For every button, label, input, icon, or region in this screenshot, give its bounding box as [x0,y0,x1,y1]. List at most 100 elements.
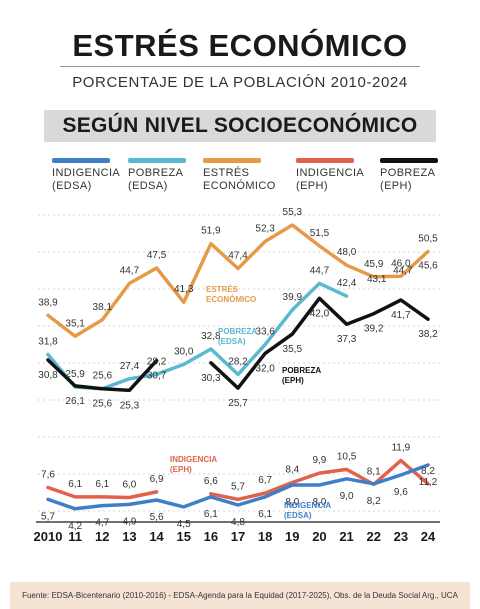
data-label: 51,5 [310,228,330,239]
x-tick-label: 19 [285,529,299,544]
data-label: 41,3 [174,284,194,295]
section-banner: SEGÚN NIVEL SOCIOECONÓMICO [44,110,436,142]
data-label: 42,4 [337,278,357,289]
x-tick-label: 17 [231,529,245,544]
x-tick-label: 11 [68,529,82,544]
footer: Fuente: EDSA-Bicentenario (2010-2016) - … [10,582,470,609]
data-label: 52,3 [255,224,275,235]
data-label: 44,7 [120,265,140,276]
legend-label: INDIGENCIA (EPH) [296,167,365,192]
data-label: 6,1 [95,479,109,490]
data-label: 32,0 [255,363,275,374]
series-line [46,485,159,500]
data-label: 11,2 [419,477,438,488]
series-line [209,458,430,502]
series-annotation: ECONÓMICO [206,295,256,304]
series-annotation: (EPH) [282,376,304,385]
x-tick-label: 15 [176,529,190,544]
data-label: 6,1 [258,509,272,520]
data-label: 38,1 [93,302,113,313]
x-tick-label: 21 [339,529,353,544]
data-label: 25,6 [93,371,113,382]
series-annotation: INDIGENCIA [170,455,217,464]
data-label: 6,1 [68,479,82,490]
series-annotation: (EPH) [170,465,192,474]
legend-label: POBREZA (EDSA) [128,167,184,192]
series-line [209,296,430,390]
legend-swatch [296,158,354,163]
data-label: 8,0 [285,497,299,508]
x-tick-label: 14 [149,529,164,544]
data-label: 42,0 [310,308,330,319]
data-label: 8,1 [367,466,381,477]
data-label: 46,0 [391,258,411,269]
series-line [46,463,430,511]
data-label: 32,8 [201,331,221,342]
title-divider [60,66,420,67]
data-label: 4,2 [68,521,82,532]
legend-swatch [203,158,261,163]
data-label: 30,0 [174,346,194,357]
data-label: 4,9 [122,516,136,527]
legend-label: ESTRÉS ECONÓMICO [203,167,276,192]
series-annotation: INDIGENCIA [284,501,331,510]
section-title: SEGÚN NIVEL SOCIOECONÓMICO [62,114,418,137]
data-label: 45,6 [418,260,438,271]
source-note: Fuente: EDSA-Bicentenario (2010-2016) - … [22,591,458,600]
series-line [46,223,430,339]
data-label: 5,7 [41,511,55,522]
x-tick-label: 22 [366,529,380,544]
legend-item-indigencia-edsa: INDIGENCIA (EDSA) [52,158,120,193]
data-label: 27,4 [120,361,140,372]
x-tick-label: 12 [95,529,109,544]
x-tick-label: 2010 [34,529,63,544]
data-label: 28,2 [228,356,248,367]
data-label: 30,7 [147,371,167,382]
x-tick-label: 16 [204,529,218,544]
data-label: 6,7 [258,475,272,486]
data-label: 31,8 [38,337,58,348]
data-label: 43,1 [367,274,387,285]
data-label: 30,3 [201,373,221,384]
series-annotation: POBREZA [218,327,257,336]
data-label: 25,7 [228,398,248,409]
data-label: 4,8 [231,517,245,528]
data-label: 10,5 [337,451,357,462]
data-label: 38,9 [38,297,58,308]
data-label: 11,9 [391,443,410,454]
legend-swatch [52,158,110,163]
legend-item-estres-economico: ESTRÉS ECONÓMICO [203,158,276,193]
legend-item-pobreza-eph: POBREZA (EPH) [380,158,438,193]
data-label: 9,0 [340,491,354,502]
legend-item-indigencia-eph: INDIGENCIA (EPH) [296,158,364,193]
data-label: 33,6 [255,327,275,338]
data-label: 41,7 [391,310,411,321]
data-label: 25,9 [65,369,85,380]
data-label: 8,0 [312,497,326,508]
data-label: 35,5 [283,344,303,355]
data-label: 35,1 [65,318,85,329]
data-label: 6,9 [150,474,164,485]
data-label: 5,7 [231,481,245,492]
series-line [46,358,159,393]
data-label: 47,4 [228,251,248,262]
x-tick-label: 20 [312,529,326,544]
legend-item-pobreza-edsa: POBREZA (EDSA) [128,158,186,193]
data-label: 44,7 [393,265,413,276]
data-label: 48,0 [337,247,357,258]
data-label: 30,8 [38,370,58,381]
data-label: 45,9 [364,259,384,270]
data-label: 39,2 [364,324,384,335]
data-label: 7,6 [41,470,55,481]
data-label: 50,5 [418,233,438,244]
series-annotation: POBREZA [282,366,321,375]
data-label: 6,1 [204,509,218,520]
legend-label: POBREZA (EPH) [380,167,436,192]
data-label: 8,4 [285,465,299,476]
data-label: 8,2 [367,496,381,507]
data-label: 39,9 [283,292,303,303]
x-tick-label: 24 [421,529,436,544]
data-label: 51,9 [201,226,221,237]
data-label: 9,9 [312,455,326,466]
